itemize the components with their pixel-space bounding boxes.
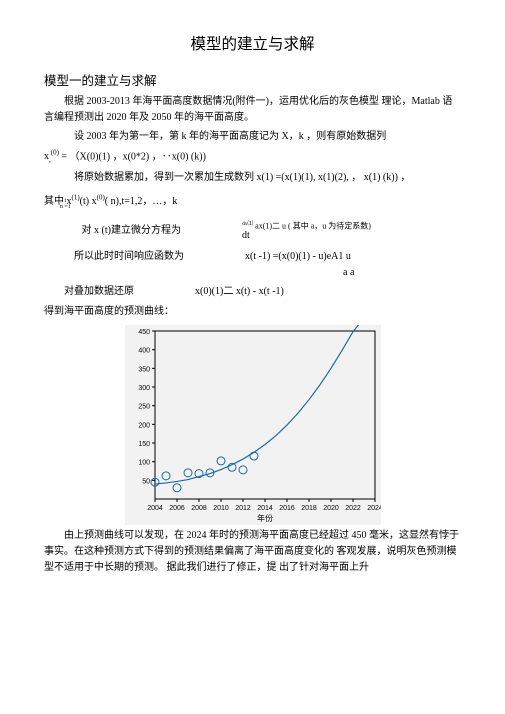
svg-text:300: 300	[138, 385, 150, 392]
eq1-left: x,(0)	[44, 151, 59, 162]
svg-text:400: 400	[138, 347, 150, 354]
svg-text:50: 50	[142, 478, 150, 485]
section-subtitle: 模型一的建立与求解	[44, 70, 461, 89]
svg-text:2020: 2020	[323, 505, 339, 512]
eq-restore-expr: x(0)(1)二 x(t) - x(t -1)	[195, 286, 284, 297]
equation-response: 所以此时时间响应函数为 x(t -1) =(x(0)(1) - u)eA1 u …	[44, 249, 461, 281]
svg-text:450: 450	[138, 329, 150, 336]
svg-text:100: 100	[138, 459, 150, 466]
paragraph-9: 由上预测曲线可以发现，在 2024 年时的预测海平面高度已经超过 450 毫米，…	[44, 528, 461, 576]
svg-text:2012: 2012	[235, 505, 251, 512]
paragraph-1: 根据 2003-2013 年海平面高度数据情况(附件一)，运用优化后的灰色模型 …	[44, 94, 461, 126]
svg-text:350: 350	[138, 366, 150, 373]
paragraph-4: 其中 x(1)(t) x(0)( n),t=1,2，…，k t n =1	[44, 193, 461, 210]
eq-diff-label: 对 x (t)建立微分方程为	[44, 223, 181, 239]
svg-text:250: 250	[138, 403, 150, 410]
eq-diff-expr: dx⑴ ax(1)二 u ( 其中 a，u 为待定系数) dt	[242, 225, 371, 236]
paragraph-8: 得到海平面高度的预测曲线：	[44, 304, 461, 320]
svg-text:2024: 2024	[367, 505, 381, 512]
eq1-right: = （X(0)(1) ，x(0*2) ，‥x(0) (k))	[59, 151, 206, 162]
document-page: 模型的建立与求解 模型一的建立与求解 根据 2003-2013 年海平面高度数据…	[0, 0, 505, 714]
page-title: 模型的建立与求解	[44, 32, 461, 54]
svg-text:2006: 2006	[169, 505, 185, 512]
forecast-chart: 50 100 150 200 250 300 350 400 450 2004 2006 2008 20…	[125, 325, 381, 525]
sum-symbol: t n =1	[60, 198, 71, 210]
svg-text:150: 150	[138, 441, 150, 448]
paragraph-3: 将原始数据累加，得到一次累加生成数列 x(1) =(x(1)(1), x(1)(…	[44, 170, 461, 186]
equation-1: x,(0) = （X(0)(1) ，x(0*2) ，‥x(0) (k))	[44, 148, 461, 167]
svg-text:2004: 2004	[147, 505, 163, 512]
svg-text:2008: 2008	[191, 505, 207, 512]
paragraph-2: 设 2003 年为第一年，第 k 年的海平面高度记为 X，k ，则有原始数据列	[44, 129, 461, 145]
svg-text:2014: 2014	[257, 505, 273, 512]
eq-resp-expr: x(t -1) =(x(0)(1) - u)eA1 u a a	[245, 249, 354, 281]
svg-text:2016: 2016	[279, 505, 295, 512]
svg-text:2010: 2010	[213, 505, 229, 512]
eq-resp-label: 所以此时时间响应函数为	[44, 249, 184, 265]
forecast-chart-wrap: 50 100 150 200 250 300 350 400 450 2004 2006 2008 20…	[44, 325, 461, 525]
svg-text:年份: 年份	[257, 513, 273, 523]
equation-restore: 对叠加数据还原 x(0)(1)二 x(t) - x(t -1)	[44, 284, 461, 300]
svg-text:200: 200	[138, 422, 150, 429]
svg-text:2018: 2018	[301, 505, 317, 512]
equation-diff: 对 x (t)建立微分方程为 dx⑴ ax(1)二 u ( 其中 a，u 为待定…	[44, 222, 461, 241]
eq-restore-label: 对叠加数据还原	[44, 284, 134, 300]
svg-text:2022: 2022	[345, 505, 361, 512]
